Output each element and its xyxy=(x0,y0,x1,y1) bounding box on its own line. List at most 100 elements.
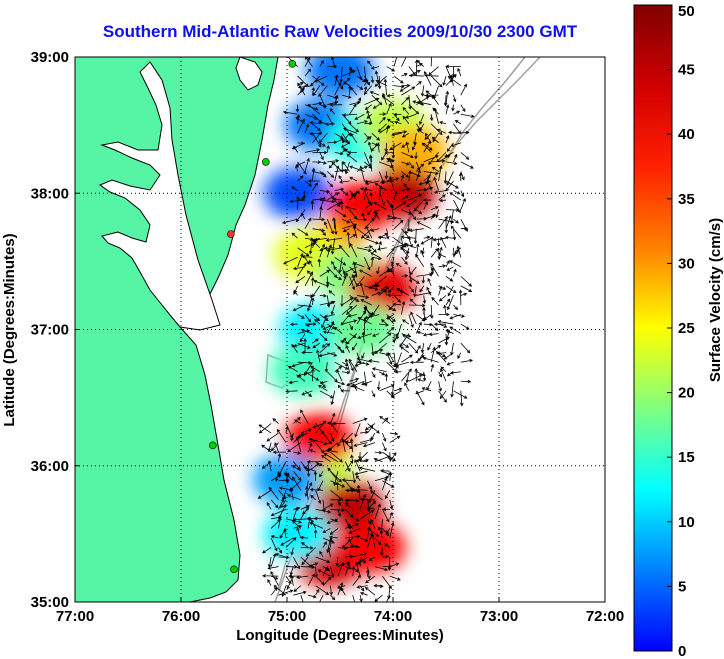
vector-arrow-1033 xyxy=(319,470,324,478)
vector-arrow-20 xyxy=(439,390,447,400)
vector-arrow-625 xyxy=(318,133,328,144)
vector-arrow-454 xyxy=(423,201,428,210)
vector-arrow-936 xyxy=(348,528,361,534)
vector-arrow-217 xyxy=(360,299,372,306)
vector-arrow-816 xyxy=(352,595,356,602)
vector-arrow-52 xyxy=(342,370,351,375)
vector-arrow-854 xyxy=(382,575,392,590)
vector-arrow-1050 xyxy=(306,460,324,464)
vector-arrow-824 xyxy=(281,585,287,598)
vector-arrow-894 xyxy=(300,546,314,550)
vector-arrow-449 xyxy=(373,202,387,210)
vector-arrow-251 xyxy=(446,295,454,311)
vector-arrow-1087 xyxy=(345,442,353,450)
vector-arrow-197 xyxy=(386,314,395,319)
vector-arrow-109 xyxy=(417,352,425,362)
vector-arrow-68 xyxy=(449,371,461,375)
vector-arrow-241 xyxy=(378,286,390,296)
vector-arrow-318 xyxy=(438,264,447,268)
vector-arrow-272 xyxy=(438,285,447,290)
vector-arrow-299 xyxy=(297,252,304,267)
vector-arrow-710 xyxy=(445,90,450,105)
vector-arrow-1122 xyxy=(352,417,368,424)
vector-arrow-619 xyxy=(446,142,454,152)
vector-arrow-932 xyxy=(322,528,331,533)
vector-arrow-143 xyxy=(322,330,335,334)
vector-arrow-390 xyxy=(450,225,462,239)
vector-arrow-395 xyxy=(323,221,328,229)
vector-arrow-283 xyxy=(349,276,356,291)
vector-arrow-779 xyxy=(442,75,447,86)
vector-arrow-345 xyxy=(297,247,310,257)
vector-arrow-1054 xyxy=(350,454,354,462)
vector-arrow-1104 xyxy=(337,432,346,447)
vector-arrow-1108 xyxy=(370,432,376,441)
vector-arrow-1076 xyxy=(388,452,392,462)
vector-arrow-684 xyxy=(419,114,425,125)
vector-arrow-614 xyxy=(412,142,417,151)
vector-arrow-132 xyxy=(420,343,425,354)
vector-arrow-517 xyxy=(364,180,380,186)
vector-arrow-487 xyxy=(326,190,335,201)
vector-arrow-920 xyxy=(367,525,371,539)
vector-arrow-1016 xyxy=(317,480,324,492)
vector-arrow-278 xyxy=(306,270,313,277)
vector-arrow-19 xyxy=(438,390,447,403)
vector-arrow-513 xyxy=(339,180,350,184)
vector-arrow-158 xyxy=(444,333,449,346)
vector-arrow-161 xyxy=(289,322,298,327)
vector-arrow-58 xyxy=(371,367,387,373)
vector-arrow-819 xyxy=(364,586,376,596)
vector-arrow-49 xyxy=(310,365,321,373)
vector-arrow-506 xyxy=(297,175,304,182)
vector-arrow-1099 xyxy=(297,432,309,438)
vector-arrow-800 xyxy=(430,57,432,67)
vector-arrow-229 xyxy=(458,289,463,305)
vector-arrow-6 xyxy=(337,384,343,392)
vector-arrow-553 xyxy=(295,161,306,167)
vector-arrow-728 xyxy=(408,95,412,110)
vector-arrow-814 xyxy=(337,582,344,596)
vector-arrow-239 xyxy=(359,282,365,296)
vector-arrow-266 xyxy=(388,285,395,294)
velocity-patch-20 xyxy=(263,507,332,560)
vector-arrow-253 xyxy=(293,285,298,296)
vector-arrow-307 xyxy=(342,266,358,274)
vector-arrow-1111 xyxy=(258,423,272,434)
vector-arrow-74 xyxy=(334,361,349,370)
vector-arrow-967 xyxy=(337,509,342,517)
vector-arrow-13 xyxy=(393,387,403,392)
vector-arrow-1077 xyxy=(267,442,272,453)
vector-arrow-142 xyxy=(326,320,334,334)
vector-arrow-674 xyxy=(349,103,357,115)
vector-arrow-822 xyxy=(267,579,272,586)
vector-arrow-335 xyxy=(391,257,395,266)
colorbar-tick-label-7: 35 xyxy=(678,191,695,208)
vector-arrow-1034 xyxy=(330,470,342,483)
vector-arrow-382 xyxy=(400,238,405,249)
vector-arrow-418 xyxy=(326,218,334,235)
vector-arrow-443 xyxy=(340,200,344,210)
vector-arrow-919 xyxy=(359,537,369,542)
vector-arrow-114 xyxy=(457,352,462,359)
vector-arrow-1052 xyxy=(323,453,339,463)
vector-arrow-835 xyxy=(356,585,368,589)
vector-arrow-446 xyxy=(364,202,374,210)
vector-arrow-760 xyxy=(304,68,312,77)
vector-arrow-351 xyxy=(326,247,343,252)
vector-arrow-503 xyxy=(434,190,447,194)
vector-arrow-621 xyxy=(297,118,305,134)
vector-arrow-890 xyxy=(262,547,272,554)
vector-arrow-735 xyxy=(460,83,467,96)
vector-arrow-1053 xyxy=(344,461,351,472)
vector-arrow-562 xyxy=(369,154,373,162)
vector-arrow-811 xyxy=(315,588,320,596)
vector-arrow-1116 xyxy=(300,409,309,424)
vector-arrow-751 xyxy=(399,85,410,92)
vector-arrow-600 xyxy=(312,131,322,144)
vector-arrow-984 xyxy=(337,499,342,507)
vector-arrow-273 xyxy=(445,285,457,294)
vector-arrow-1090 xyxy=(353,442,368,447)
vector-arrow-609 xyxy=(370,142,380,152)
vector-arrow-475 xyxy=(408,193,423,201)
